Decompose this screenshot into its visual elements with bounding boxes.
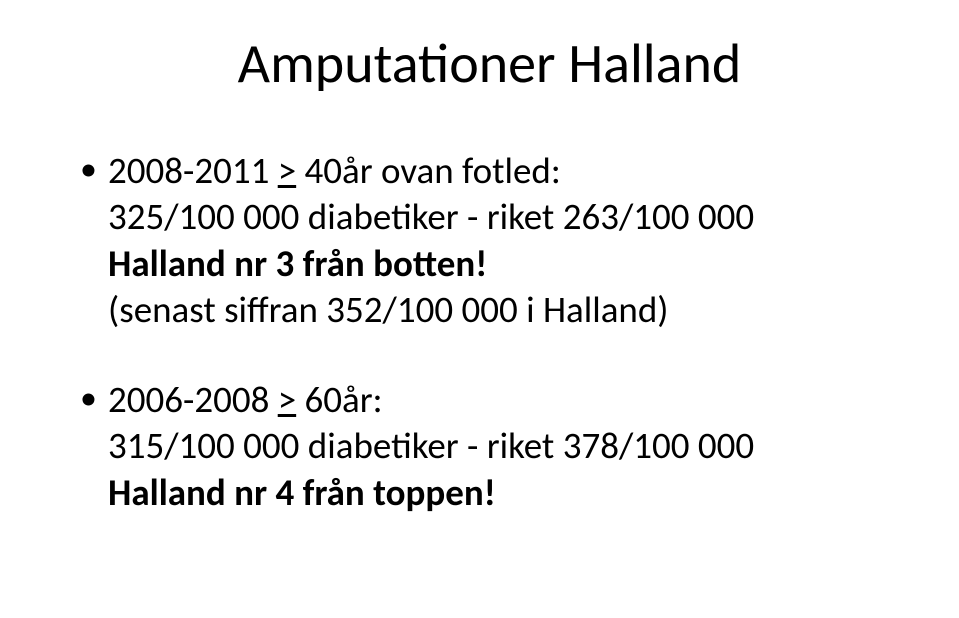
g2-l1-rest: 60år: [296,377,382,422]
g2-line3: Halland nr 4 från toppen! [80,470,899,516]
bullet-dot-2: • [80,377,108,421]
bullet-1-line-1: 2008-2011 > 40år ovan fotled: [108,148,561,194]
bullet-item-1: • 2008-2011 > 40år ovan fotled: [80,148,899,194]
g2-l1-prefix: 2006-2008 [108,377,278,422]
g1-l1-rest: 40år ovan fotled: [296,148,561,193]
bullet-2-line-1: 2006-2008 > 60år: [108,377,383,423]
g1-l1-prefix: 2008-2011 [108,148,278,193]
bullet-dot: • [80,148,108,192]
slide: Amputationer Halland • 2008-2011 > 40år … [0,0,959,618]
g2-line2: 315/100 000 diabetiker - riket 378/100 0… [80,423,899,469]
slide-body: • 2008-2011 > 40år ovan fotled: 325/100 … [80,148,899,516]
spacer [80,333,899,377]
g1-l1-under: > [278,148,296,193]
g1-line3: Halland nr 3 från botten! [80,241,899,287]
slide-title: Amputationer Halland [80,30,899,98]
g1-line4: (senast siffran 352/100 000 i Halland) [80,287,899,333]
bullet-item-2: • 2006-2008 > 60år: [80,377,899,423]
g1-line2: 325/100 000 diabetiker - riket 263/100 0… [80,194,899,240]
g2-l1-under: > [278,377,296,422]
